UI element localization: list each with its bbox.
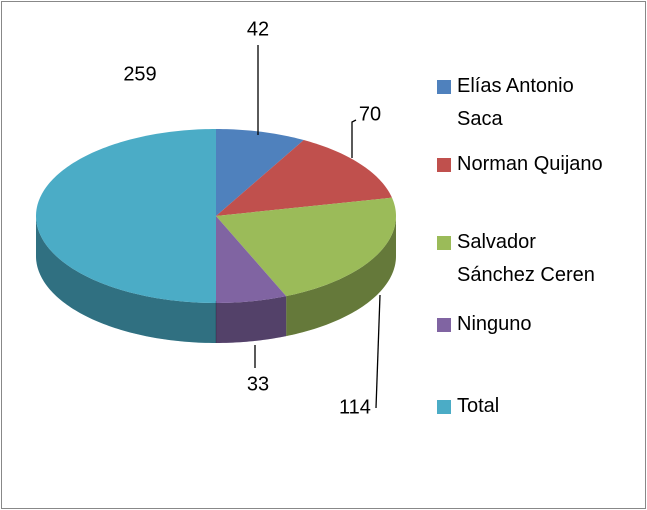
legend-label: Elías Antonio Saca (457, 75, 574, 130)
legend-swatch (437, 318, 451, 332)
slice (36, 129, 216, 303)
leader-line (351, 119, 357, 158)
legend-item: Elías Antonio Saca (437, 70, 612, 136)
slice-side (286, 216, 396, 337)
legend-item: Total (437, 390, 612, 423)
slice-side-shade (286, 216, 396, 337)
data-label: 259 (123, 63, 156, 85)
legend-item: Norman Quijano (437, 148, 612, 181)
data-label: 42 (247, 18, 269, 40)
legend-swatch (437, 158, 451, 172)
legend-label: Salvador Sánchez Ceren (457, 231, 595, 286)
legend-item: Salvador Sánchez Ceren (437, 226, 612, 292)
slice (216, 216, 287, 303)
legend-label: Norman Quijano (457, 153, 603, 175)
legend-label: Total (457, 395, 500, 417)
legend-item: Ninguno (437, 308, 612, 341)
legend-swatch (437, 80, 451, 94)
slice (216, 129, 304, 216)
legend-label: Ninguno (457, 313, 532, 335)
slice-edge (215, 301, 217, 343)
legend-swatch (437, 236, 451, 250)
leader-line (375, 294, 381, 409)
legend-swatch (437, 400, 451, 414)
slice-side (216, 296, 287, 343)
data-label: 114 (339, 396, 371, 418)
data-label: 33 (247, 373, 269, 395)
slice-side-shade (216, 296, 287, 343)
data-label: 70 (359, 103, 381, 125)
slice (216, 197, 396, 297)
slice (216, 140, 392, 216)
slice-side (36, 216, 216, 343)
slice-side-shade (36, 216, 216, 343)
